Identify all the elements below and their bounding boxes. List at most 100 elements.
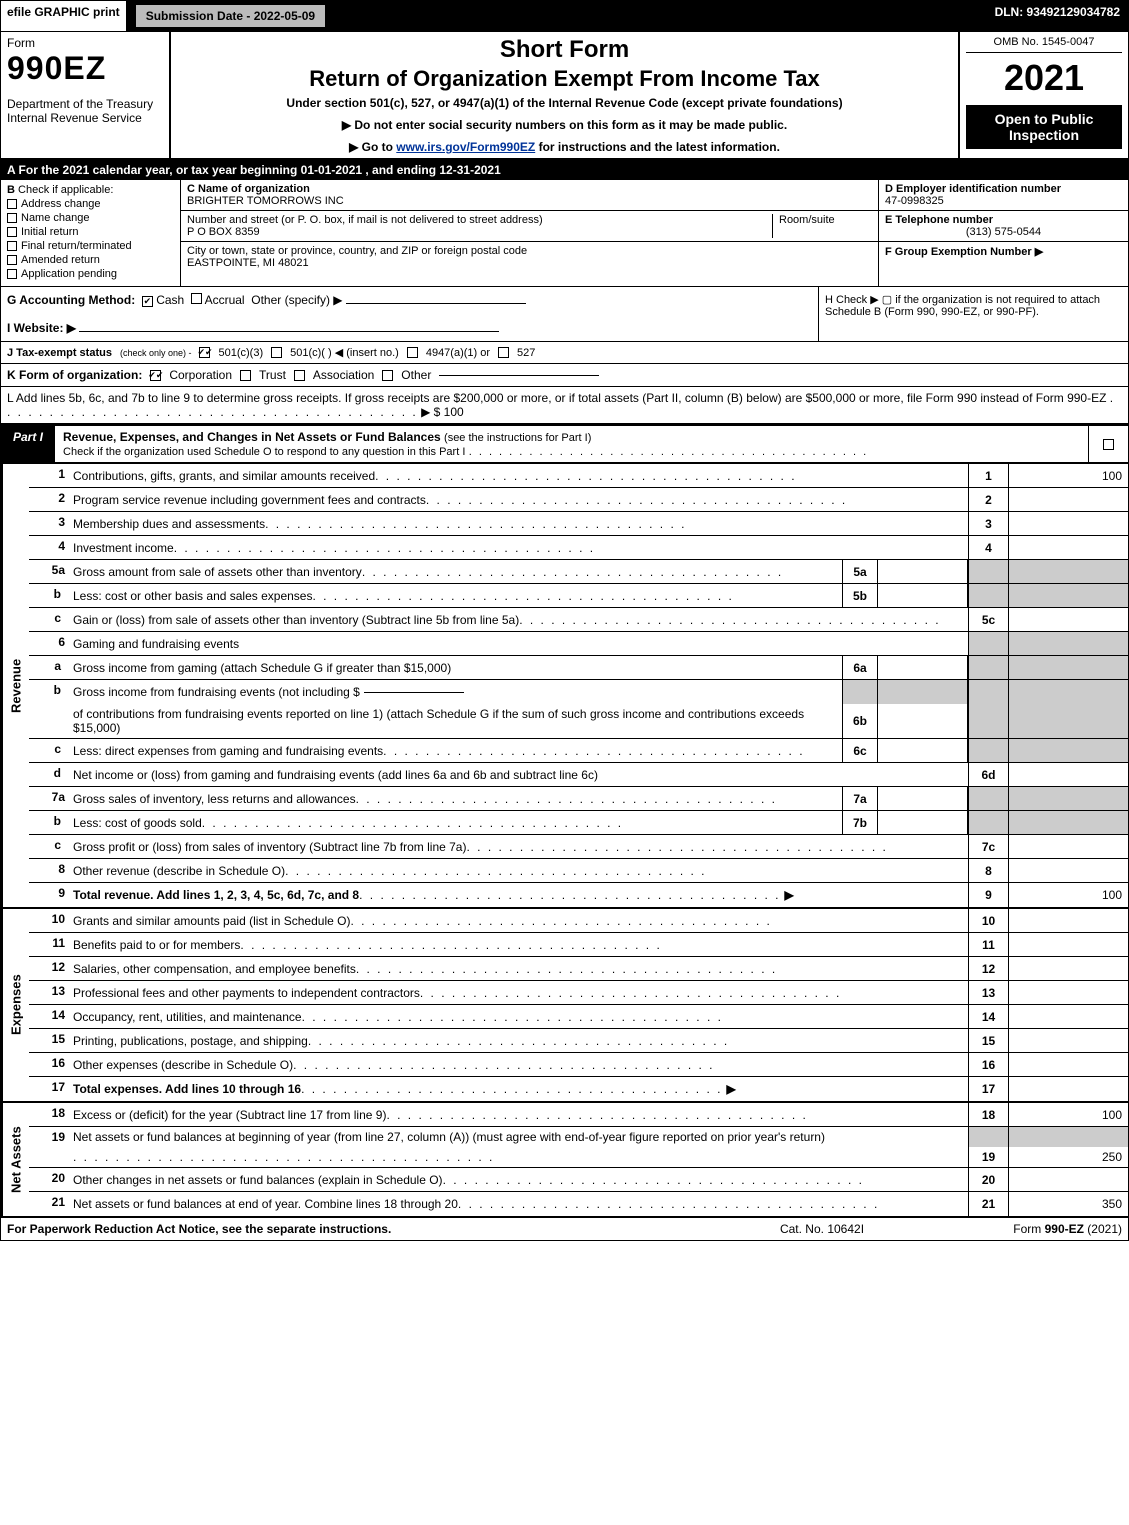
ld: Excess or (deficit) for the year (Subtra…	[69, 1103, 968, 1126]
checkbox-icon	[7, 269, 17, 279]
part1-checkbox[interactable]	[1103, 439, 1114, 450]
lmv	[878, 680, 968, 704]
lrv: 250	[1008, 1147, 1128, 1167]
contrib-blank[interactable]	[364, 692, 464, 693]
lmn: 6c	[842, 739, 878, 762]
ld: Less: direct expenses from gaming and fu…	[69, 739, 842, 762]
lrv	[1008, 981, 1128, 1004]
ln: 10	[29, 909, 69, 932]
k-other-blank[interactable]	[439, 375, 599, 376]
ld: Gross sales of inventory, less returns a…	[69, 787, 842, 810]
accrual-label: Accrual	[205, 293, 245, 307]
ln: c	[29, 835, 69, 858]
irs-link[interactable]: www.irs.gov/Form990EZ	[396, 140, 535, 154]
k-trust-checkbox[interactable]	[240, 370, 251, 381]
checkbox-icon	[7, 213, 17, 223]
lmv	[878, 584, 968, 607]
ln: 15	[29, 1029, 69, 1052]
chk-amended-return[interactable]: Amended return	[7, 254, 174, 266]
lrv	[1008, 835, 1128, 858]
goto-post: for instructions and the latest informat…	[535, 140, 780, 154]
j-501c-checkbox[interactable]	[271, 347, 282, 358]
dots	[73, 1150, 494, 1164]
chk-application-pending[interactable]: Application pending	[7, 268, 174, 280]
ldt: Excess or (deficit) for the year (Subtra…	[73, 1108, 386, 1122]
lrv: 100	[1008, 1103, 1128, 1126]
k-assoc-checkbox[interactable]	[294, 370, 305, 381]
lrn: 16	[968, 1053, 1008, 1076]
dots	[356, 792, 777, 806]
ldt2: of contributions from fundraising events…	[73, 707, 838, 735]
dln-label: DLN: 93492129034782	[987, 1, 1128, 31]
website-blank[interactable]	[79, 331, 499, 332]
gh-row: G Accounting Method: ✔ Cash Accrual Othe…	[1, 287, 1128, 342]
ldt: Less: direct expenses from gaming and fu…	[73, 744, 383, 758]
ld: Grants and similar amounts paid (list in…	[69, 909, 968, 932]
ld: Contributions, gifts, grants, and simila…	[69, 464, 968, 487]
submission-date: Submission Date - 2022-05-09	[134, 3, 327, 29]
chk-final-return[interactable]: Final return/terminated	[7, 240, 174, 252]
checkbox-icon	[7, 199, 17, 209]
lrv	[1008, 909, 1128, 932]
top-bar: efile GRAPHIC print Submission Date - 20…	[1, 1, 1128, 32]
lmn	[842, 680, 878, 704]
form-header: Form 990EZ Department of the Treasury In…	[1, 32, 1128, 160]
line-5c: cGain or (loss) from sale of assets othe…	[29, 608, 1128, 632]
part1-checkline: Check if the organization used Schedule …	[63, 446, 465, 458]
warn-line: ▶ Do not enter social security numbers o…	[177, 118, 952, 132]
lrn: 15	[968, 1029, 1008, 1052]
line-7b: bLess: cost of goods sold7b	[29, 811, 1128, 835]
header-right: OMB No. 1545-0047 2021 Open to Public In…	[958, 32, 1128, 158]
line-13: 13Professional fees and other payments t…	[29, 981, 1128, 1005]
dots	[285, 864, 706, 878]
tax-year: 2021	[966, 57, 1122, 99]
lmn: 6b	[842, 704, 878, 738]
ldt: Net income or (loss) from gaming and fun…	[73, 768, 598, 782]
line-7c: cGross profit or (loss) from sales of in…	[29, 835, 1128, 859]
checkbox-icon	[7, 241, 17, 251]
lrv	[1008, 933, 1128, 956]
lmv	[878, 560, 968, 583]
line-18: 18Excess or (deficit) for the year (Subt…	[29, 1103, 1128, 1127]
ln: 16	[29, 1053, 69, 1076]
lrv	[1008, 859, 1128, 882]
j-501c3-checkbox[interactable]: ✔	[199, 347, 210, 358]
lmv	[878, 811, 968, 834]
chk-initial-return[interactable]: Initial return	[7, 226, 174, 238]
chk-address-change[interactable]: Address change	[7, 198, 174, 210]
section-a: A For the 2021 calendar year, or tax yea…	[1, 160, 1128, 180]
ldt: Gain or (loss) from sale of assets other…	[73, 613, 519, 627]
f-label: F Group Exemption Number ▶	[885, 245, 1122, 258]
lrn: 9	[968, 883, 1008, 907]
accrual-checkbox[interactable]	[191, 293, 202, 304]
l-row: L Add lines 5b, 6c, and 7b to line 9 to …	[1, 387, 1128, 424]
other-blank[interactable]	[346, 303, 526, 304]
lrn	[968, 811, 1008, 834]
lrn	[968, 680, 1008, 704]
k-other-checkbox[interactable]	[382, 370, 393, 381]
lrn: 7c	[968, 835, 1008, 858]
ldt: Program service revenue including govern…	[73, 493, 426, 507]
other-label: Other (specify) ▶	[251, 293, 342, 307]
line-6b-1: bGross income from fundraising events (n…	[29, 680, 1128, 704]
j-4947-checkbox[interactable]	[407, 347, 418, 358]
ln: 21	[29, 1192, 69, 1216]
line-5a: 5aGross amount from sale of assets other…	[29, 560, 1128, 584]
k-corp-checkbox[interactable]: ✔	[150, 370, 161, 381]
ln: 4	[29, 536, 69, 559]
ln	[29, 1147, 69, 1167]
efile-label: efile GRAPHIC print	[1, 1, 128, 31]
chk-name-change[interactable]: Name change	[7, 212, 174, 224]
dots	[356, 962, 777, 976]
goto-pre: ▶ Go to	[349, 140, 396, 154]
l-value: 100	[444, 405, 464, 419]
lrv: 100	[1008, 464, 1128, 487]
lmv	[878, 704, 968, 738]
l-text: L Add lines 5b, 6c, and 7b to line 9 to …	[7, 391, 1106, 405]
j-527-checkbox[interactable]	[498, 347, 509, 358]
ln: a	[29, 656, 69, 679]
b-header: B Check if applicable:	[7, 184, 174, 196]
footer-right: Form 990-EZ (2021)	[922, 1222, 1122, 1236]
cash-checkbox[interactable]: ✔	[142, 296, 153, 307]
line-6d: dNet income or (loss) from gaming and fu…	[29, 763, 1128, 787]
